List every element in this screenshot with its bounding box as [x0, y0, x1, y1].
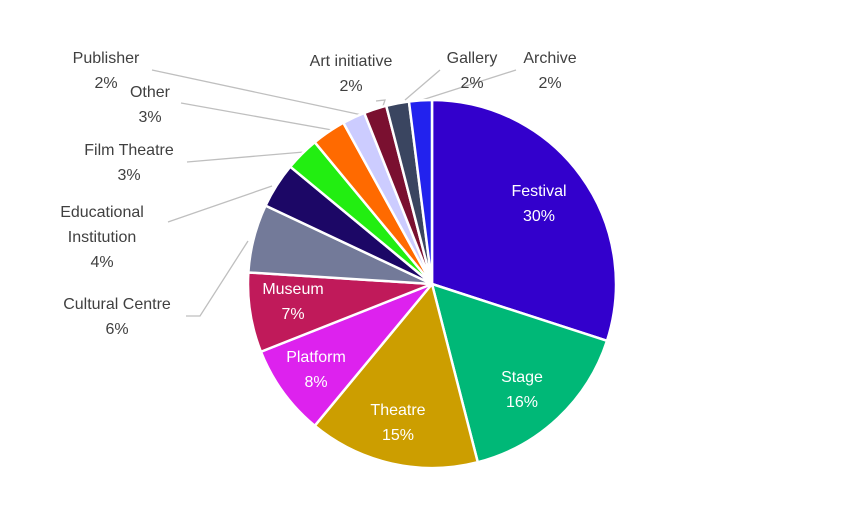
- leader-line-archive: [421, 69, 517, 101]
- data-label-name-stage: Stage: [501, 369, 543, 386]
- data-label-name-art-initiative: Art initiative: [310, 53, 393, 70]
- data-label-name-educational-institution: Educational: [60, 204, 144, 221]
- pie-slice-theatre: [313, 282, 480, 470]
- pie-slices: [246, 98, 618, 470]
- data-label-name-film-theatre: Film Theatre: [84, 142, 174, 159]
- pie-slice-platform: [259, 282, 434, 428]
- leader-line-educational-institution: [167, 185, 273, 223]
- data-label-value-other: 3%: [138, 109, 161, 126]
- data-label-value-art-initiative: 2%: [339, 78, 362, 95]
- leader-line-art-initiative: [375, 99, 386, 107]
- data-label-value-platform: 8%: [304, 374, 327, 391]
- data-labels: Festival 30% Stage 16% Theatre 15% Platform 8% M…: [60, 50, 577, 444]
- leader-line-film-theatre: [186, 151, 305, 163]
- data-label-value-museum: 7%: [281, 306, 304, 323]
- leader-line-gallery: [404, 69, 441, 101]
- data-label-value-stage: 16%: [506, 394, 538, 411]
- data-label-name-festival: Festival: [511, 183, 566, 200]
- data-label-value-educational-institution: 4%: [90, 254, 113, 271]
- data-label-value-cultural-centre: 6%: [105, 321, 128, 338]
- pie-slice-archive: [407, 98, 434, 286]
- data-label-value-publisher: 2%: [94, 75, 117, 92]
- leader-line-publisher: [151, 69, 363, 116]
- data-label-name-theatre: Theatre: [370, 402, 425, 419]
- data-label-name-cultural-centre: Cultural Centre: [63, 296, 171, 313]
- leader-line-cultural-centre: [186, 240, 249, 317]
- leader-line-other: [180, 102, 333, 131]
- data-label-name-gallery: Gallery: [447, 50, 498, 67]
- pie-slice-stage: [430, 282, 609, 464]
- leader-lines: [151, 69, 517, 317]
- data-label-name-platform: Platform: [286, 349, 346, 366]
- data-label-name-archive: Archive: [523, 50, 576, 67]
- data-label-name-other: Other: [130, 84, 171, 101]
- data-label-value-archive: 2%: [538, 75, 561, 92]
- pie-slice-festival: [430, 98, 618, 343]
- data-label-name-educational-institution: Institution: [68, 229, 136, 246]
- data-label-value-gallery: 2%: [460, 75, 483, 92]
- data-label-name-publisher: Publisher: [73, 50, 140, 67]
- data-label-value-festival: 30%: [523, 208, 555, 225]
- data-label-name-museum: Museum: [262, 281, 323, 298]
- data-label-value-film-theatre: 3%: [117, 167, 140, 184]
- data-label-value-theatre: 15%: [382, 427, 414, 444]
